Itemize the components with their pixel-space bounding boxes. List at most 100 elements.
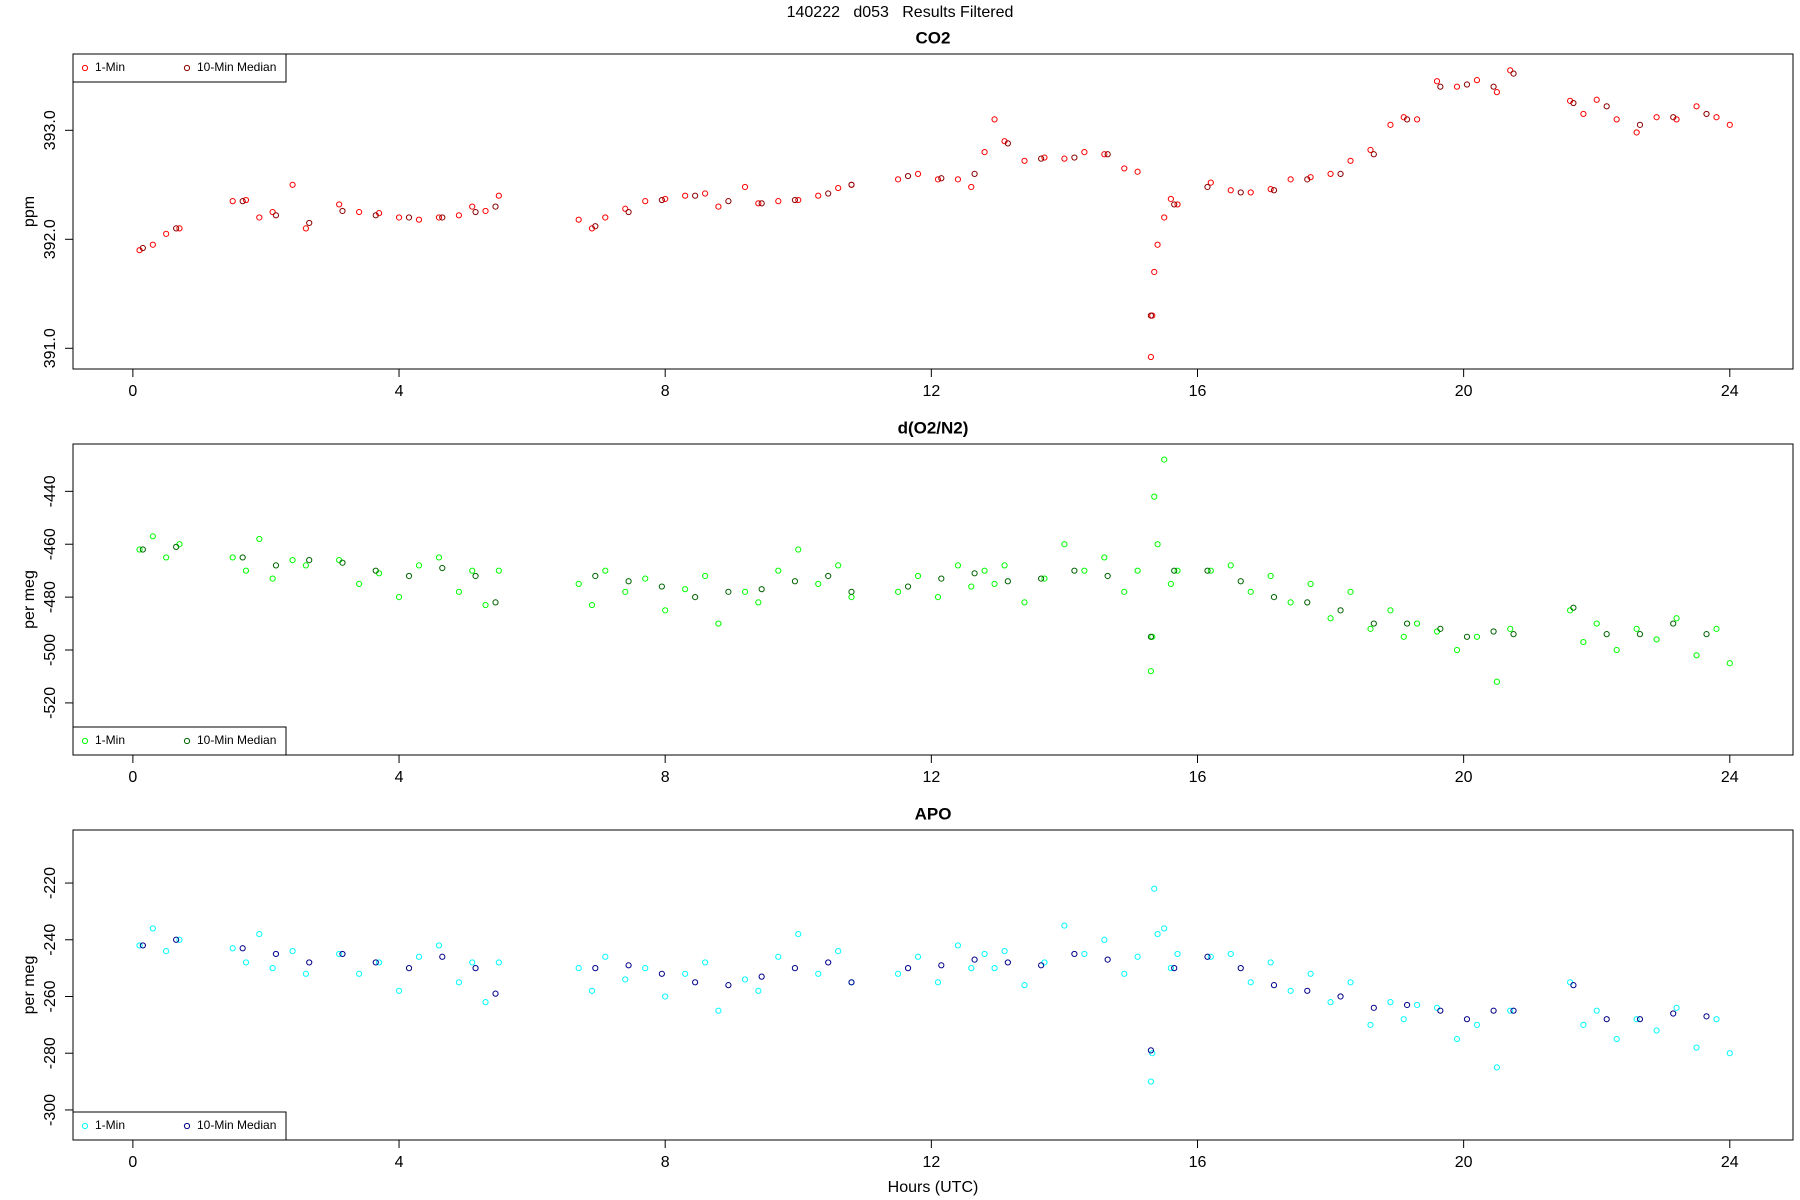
data-point	[1001, 562, 1008, 569]
data-point	[991, 116, 998, 123]
data-point	[622, 205, 629, 212]
data-point	[1433, 1004, 1441, 1011]
data-point	[755, 200, 762, 207]
data-point	[1304, 987, 1311, 994]
data-point	[1287, 987, 1294, 994]
legend-label: 1-Min	[95, 733, 125, 747]
data-point	[588, 987, 596, 994]
data-point	[1041, 959, 1048, 966]
data-point	[469, 567, 476, 574]
data-point	[791, 965, 799, 972]
data-point	[239, 198, 246, 205]
data-point	[1403, 1001, 1411, 1009]
data-point	[1227, 950, 1234, 958]
y-tick-label: -240	[42, 924, 59, 956]
data-point	[1463, 81, 1471, 88]
data-point	[791, 196, 799, 204]
data-point	[1307, 970, 1314, 977]
data-point	[1437, 1007, 1444, 1014]
data-point	[1237, 965, 1244, 972]
data-point	[755, 599, 762, 606]
data-point	[1147, 353, 1155, 361]
data-point	[795, 930, 802, 938]
data-point	[904, 172, 912, 180]
data-point	[1171, 965, 1178, 972]
data-point	[1167, 965, 1174, 972]
data-point	[1267, 959, 1274, 966]
data-point	[954, 942, 962, 949]
data-point	[1147, 668, 1155, 675]
data-point	[336, 201, 343, 208]
data-point	[1400, 633, 1407, 640]
data-point	[741, 976, 749, 983]
data-point	[469, 203, 476, 210]
data-point	[1493, 89, 1501, 96]
data-point	[1713, 114, 1720, 121]
data-point	[1453, 1035, 1461, 1043]
x-tick-label: 0	[128, 769, 137, 786]
data-point	[1703, 631, 1710, 638]
data-point	[904, 965, 912, 972]
data-point	[1387, 607, 1394, 614]
data-point	[894, 176, 902, 183]
data-point	[1061, 155, 1068, 162]
data-point	[575, 580, 582, 587]
y-tick-label: -460	[42, 528, 59, 560]
data-point	[914, 170, 922, 177]
data-point	[1154, 541, 1161, 548]
data-point	[1510, 631, 1517, 638]
data-point	[775, 198, 782, 205]
data-point	[1270, 594, 1278, 601]
data-point	[1603, 103, 1610, 110]
data-point	[1287, 176, 1294, 183]
y-tick-label: -300	[42, 1094, 59, 1126]
data-point	[492, 990, 499, 997]
data-point	[176, 225, 183, 232]
data-point	[239, 554, 246, 561]
data-point	[176, 936, 183, 943]
legend-marker	[183, 1122, 191, 1130]
data-point	[1154, 930, 1161, 938]
data-point	[1151, 493, 1158, 500]
data-point	[1636, 121, 1644, 128]
legend-marker	[81, 64, 89, 72]
data-point	[1367, 625, 1374, 632]
data-point	[938, 962, 945, 969]
data-point	[692, 594, 699, 601]
data-point	[1151, 885, 1158, 892]
data-point	[1081, 567, 1088, 574]
data-point	[1174, 950, 1181, 958]
data-point	[1490, 1007, 1497, 1014]
data-point	[1204, 183, 1211, 191]
y-tick-label: -520	[42, 687, 59, 719]
data-point	[1713, 1016, 1720, 1023]
data-point	[1247, 189, 1254, 196]
data-point	[934, 594, 942, 601]
data-point	[306, 556, 313, 564]
data-point	[848, 588, 855, 595]
data-point	[405, 572, 413, 580]
data-point	[1071, 154, 1078, 161]
data-point	[835, 948, 842, 955]
data-point	[1134, 567, 1141, 574]
data-point	[482, 601, 489, 609]
data-point	[1570, 982, 1577, 989]
legend-label: 1-Min	[95, 1118, 125, 1132]
data-point	[1021, 982, 1028, 989]
data-point	[991, 580, 998, 587]
data-point	[1473, 1021, 1481, 1028]
data-point	[1304, 176, 1311, 183]
data-point	[1134, 168, 1141, 175]
data-point	[1101, 936, 1108, 943]
data-point	[1370, 620, 1377, 627]
data-point	[1413, 1001, 1421, 1009]
data-point	[372, 212, 379, 219]
data-point	[715, 1007, 722, 1014]
data-point	[149, 241, 156, 248]
data-point	[934, 176, 942, 183]
data-point	[602, 567, 609, 574]
data-point	[1370, 1004, 1377, 1011]
data-point	[139, 244, 146, 252]
data-point	[1693, 103, 1700, 110]
